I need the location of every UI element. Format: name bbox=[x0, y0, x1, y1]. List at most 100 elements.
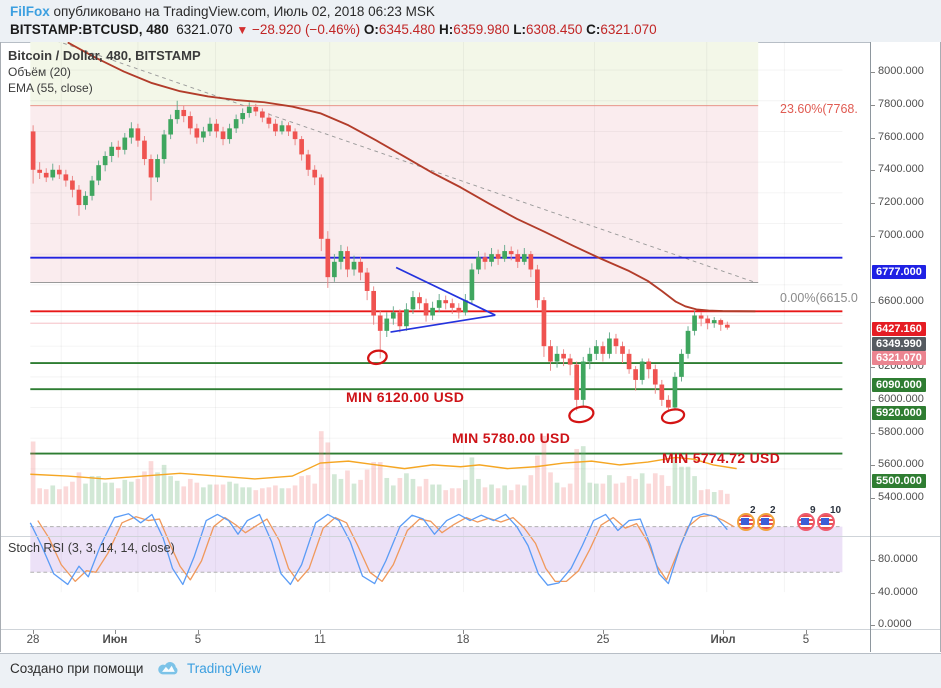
price-line-label: 6090.000 bbox=[872, 378, 926, 392]
badge-count: 2 bbox=[750, 505, 756, 516]
volume-bars bbox=[30, 431, 730, 505]
price-line-label: 5920.000 bbox=[872, 406, 926, 420]
badge-count: 10 bbox=[830, 505, 842, 516]
stoch-tick bbox=[871, 592, 875, 594]
badge-count: 2 bbox=[770, 505, 776, 516]
price-tick bbox=[871, 465, 875, 467]
stoch-tick bbox=[871, 560, 875, 561]
price-tick bbox=[871, 399, 875, 401]
time-tick bbox=[603, 630, 604, 634]
attribution-line: FilFox опубликовано на TradingView.com, … bbox=[10, 4, 435, 19]
circle-annotations bbox=[367, 349, 686, 425]
low-value: 6308.450 bbox=[526, 22, 583, 37]
down-arrow-icon: ▼ bbox=[236, 23, 249, 37]
grid bbox=[30, 42, 843, 593]
price-tick bbox=[871, 498, 875, 500]
ticker-line: BITSTAMP:BTCUSD, 480 6321.070 ▼ −28.920 … bbox=[10, 22, 657, 37]
open-value: 6345.480 bbox=[378, 22, 436, 37]
fib-trendline bbox=[58, 42, 756, 283]
price-tick bbox=[871, 235, 875, 237]
time-tick-label: Июл bbox=[710, 634, 736, 646]
time-tick bbox=[806, 630, 807, 634]
idea-badges-1[interactable]: 9 10 bbox=[797, 505, 849, 533]
pane-separator-main-stoch bbox=[0, 536, 941, 537]
stoch-rsi-legend[interactable]: Stoch RSI (3, 3, 14, 14, close) bbox=[8, 541, 175, 555]
price-line-label: 5500.000 bbox=[872, 474, 926, 488]
legend-volume[interactable]: Объём (20) bbox=[8, 65, 71, 79]
time-tick-label: 28 bbox=[26, 634, 40, 646]
time-tick bbox=[198, 630, 199, 634]
flag-canton bbox=[761, 518, 769, 525]
price-tick bbox=[871, 137, 875, 139]
footer-text: Создано при помощи bbox=[10, 661, 144, 676]
price-tick bbox=[871, 301, 875, 303]
price-tick-label: 8000.000 bbox=[878, 65, 924, 77]
fib-level-label-1: 0.00%(6615.0 bbox=[780, 291, 858, 306]
chart-snapshot-icon[interactable] bbox=[757, 513, 775, 531]
legend-ema[interactable]: EMA (55, close) bbox=[8, 81, 93, 95]
price-tick-label: 7600.000 bbox=[878, 130, 924, 143]
chart-snapshot-icon[interactable] bbox=[817, 513, 835, 531]
badge-count: 9 bbox=[810, 505, 816, 516]
price-tick bbox=[871, 170, 875, 172]
low-label: L: bbox=[513, 22, 527, 37]
min-annotation-0: MIN 6120.00 USD bbox=[346, 389, 465, 405]
price-line-label: 6427.160 bbox=[872, 322, 926, 336]
price-axis[interactable]: 8000.000 7800.000 7600.000 7400.000 7200.000… bbox=[871, 42, 941, 630]
fib-level-label-0: 23.60%(7768. bbox=[780, 102, 858, 117]
time-tick bbox=[320, 630, 321, 634]
price-tick-label: 7200.000 bbox=[878, 196, 924, 209]
fib-zones bbox=[30, 42, 759, 283]
time-tick bbox=[115, 630, 116, 634]
time-tick-label: Июн bbox=[102, 634, 128, 646]
time-tick-label: 11 bbox=[314, 634, 326, 646]
candles bbox=[30, 100, 730, 412]
stoch-pane bbox=[29, 513, 843, 586]
author-link[interactable]: FilFox bbox=[10, 4, 50, 19]
price-tick-label: 5600.000 bbox=[878, 458, 924, 471]
time-tick bbox=[723, 630, 724, 634]
time-tick bbox=[463, 630, 464, 634]
min-annotation-2: MIN 5774.72 USD bbox=[662, 450, 781, 466]
horizontal-lines bbox=[30, 256, 843, 455]
pane-separator-stoch-time bbox=[0, 629, 941, 630]
time-tick-label: 5 bbox=[194, 634, 202, 646]
stoch-tick-label: 80.0000 bbox=[878, 553, 918, 565]
tradingview-logo-icon bbox=[158, 662, 178, 675]
price-tick bbox=[871, 203, 875, 205]
price-tick-label: 6000.000 bbox=[878, 392, 924, 405]
price-tick-label: 7800.000 bbox=[878, 97, 924, 110]
chart-snapshot-icon[interactable] bbox=[797, 513, 815, 531]
time-tick-label: 5 bbox=[802, 634, 810, 646]
time-tick-label: 25 bbox=[596, 634, 610, 646]
chart-snapshot-icon[interactable] bbox=[737, 513, 755, 531]
stoch-tick-label: 40.0000 bbox=[878, 585, 918, 598]
stoch-tick bbox=[871, 625, 875, 626]
symbol-label: BITSTAMP:BTCUSD, 480 bbox=[10, 22, 169, 37]
attribution-text: опубликовано на TradingView.com, Июль 02… bbox=[49, 4, 435, 19]
stoch-k-line bbox=[29, 513, 728, 586]
chart-legend: Bitcoin / Dollar, 480, BITSTAMP Объём (2… bbox=[8, 48, 201, 96]
open-label: O: bbox=[363, 22, 379, 37]
triangle-drawing bbox=[390, 266, 496, 333]
chart-pane[interactable] bbox=[0, 42, 941, 652]
min-annotation-1: MIN 5780.00 USD bbox=[452, 430, 571, 446]
flag-canton bbox=[821, 518, 829, 525]
price-tick bbox=[871, 72, 875, 73]
high-label: H: bbox=[438, 22, 454, 37]
chart-left-border bbox=[0, 42, 1, 652]
tradingview-link[interactable]: TradingView bbox=[187, 661, 262, 676]
last-price: 6321.070 bbox=[176, 22, 233, 37]
header: FilFox опубликовано на TradingView.com, … bbox=[0, 0, 941, 42]
volume-ma-line bbox=[30, 456, 737, 480]
time-axis[interactable]: 28 Июн 5 11 18 25 Июл 5 bbox=[0, 630, 941, 652]
time-tick bbox=[33, 630, 34, 634]
price-line-label: 6321.070 bbox=[872, 351, 926, 365]
close-value: 6321.070 bbox=[600, 22, 657, 37]
legend-title[interactable]: Bitcoin / Dollar, 480, BITSTAMP bbox=[8, 48, 201, 63]
price-tick-label: 6600.000 bbox=[878, 294, 924, 307]
price-tick bbox=[871, 104, 875, 106]
flag-canton bbox=[801, 518, 809, 525]
